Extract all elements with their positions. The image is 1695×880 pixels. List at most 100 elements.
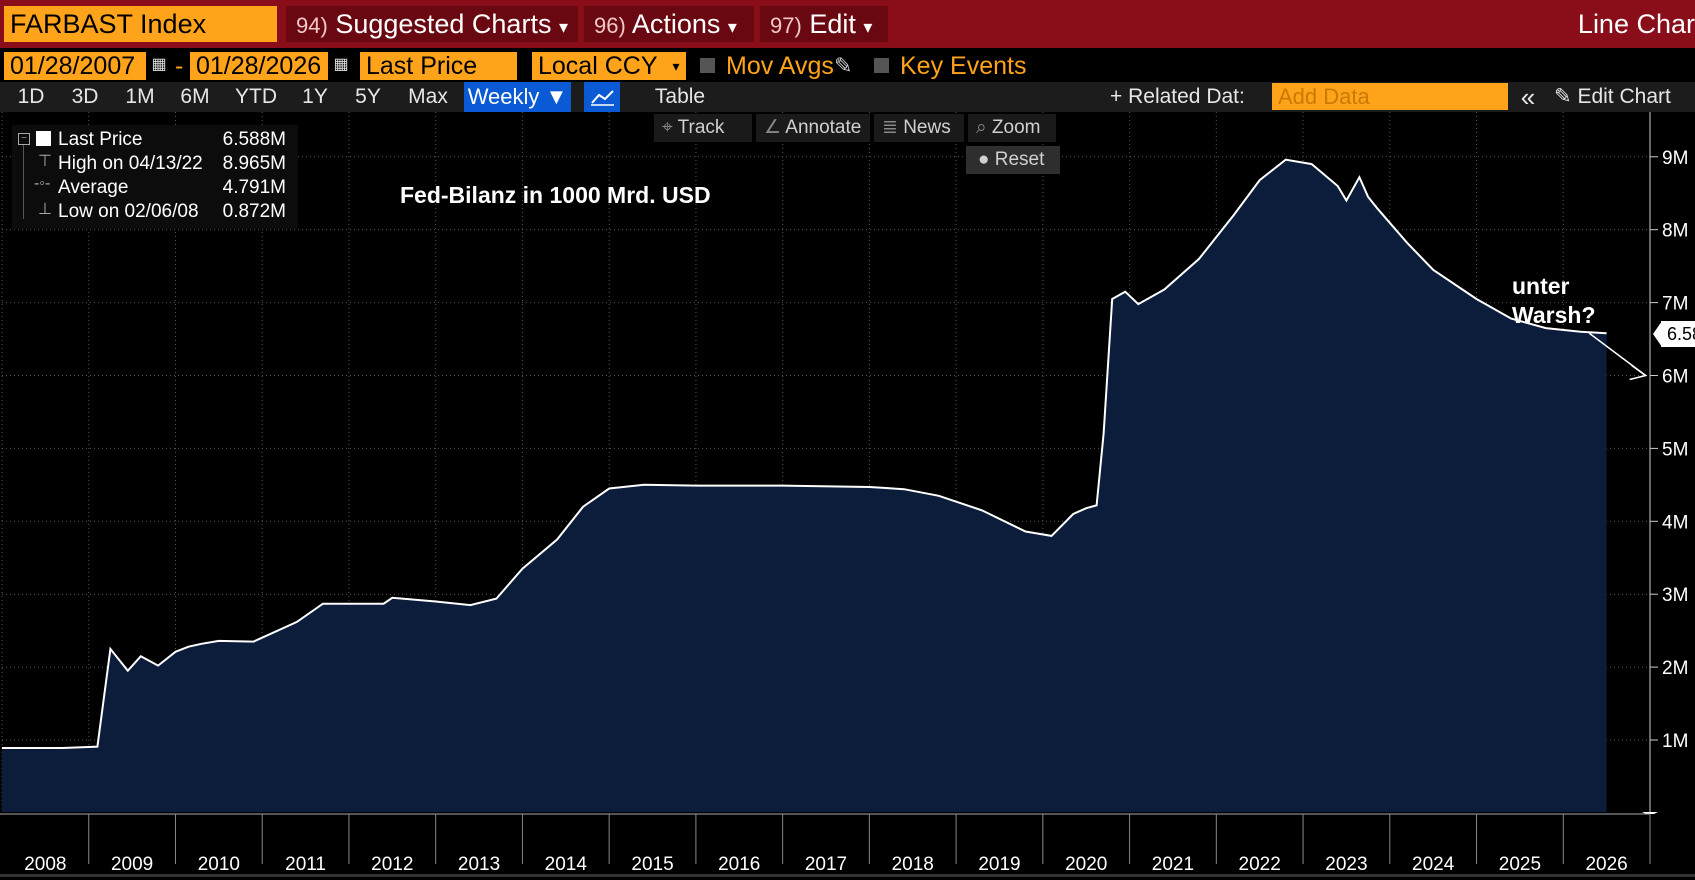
y-tick-label: 3M <box>1662 585 1688 606</box>
period-6m-button[interactable]: 6M <box>180 85 210 108</box>
legend-last-value: 6.588M <box>222 129 286 150</box>
high-marker-icon: ⊤ <box>38 153 52 170</box>
period-1d-button[interactable]: 1D <box>17 85 45 108</box>
menu-label: Suggested Charts <box>335 9 552 39</box>
price-field-select[interactable]: Last Price <box>360 52 517 80</box>
x-tick-label: 2017 <box>805 854 847 874</box>
news-icon: ≣ <box>882 117 898 138</box>
edit-chart-button[interactable]: ✎ Edit Chart <box>1554 82 1694 112</box>
x-tick-label: 2016 <box>718 854 760 874</box>
actions-menu[interactable]: 96) Actions ▾ <box>584 6 754 42</box>
period-3d-button[interactable]: 3D <box>71 85 99 108</box>
date-range-dash: - <box>175 52 184 80</box>
legend-high-label: High on 04/13/22 <box>58 153 203 174</box>
y-tick-label: 7M <box>1662 294 1688 315</box>
chart-type-label: Line Char <box>1577 9 1695 39</box>
news-label: News <box>903 117 951 138</box>
legend-last-label: Last Price <box>58 129 143 150</box>
x-tick-label: 2010 <box>198 854 240 874</box>
x-axis-band <box>0 814 1695 874</box>
period-max-button[interactable]: Max <box>408 85 448 108</box>
x-tick-label: 2015 <box>631 854 673 874</box>
x-tick-label: 2024 <box>1412 854 1455 874</box>
zoom-label: Zoom <box>991 117 1041 138</box>
x-tick-label: 2021 <box>1152 854 1194 874</box>
series-area-fill <box>2 159 1607 812</box>
y-tick-label: 4M <box>1662 512 1688 533</box>
menu-label: Edit <box>809 9 856 39</box>
reset-icon: ● <box>978 149 990 170</box>
period-ytd-button[interactable]: YTD <box>235 85 277 108</box>
add-data-input[interactable]: Add Data <box>1272 83 1508 110</box>
y-tick-label: 5M <box>1662 439 1688 460</box>
legend-average-value: 4.791M <box>222 177 286 198</box>
calendar-icon[interactable]: ▦ <box>333 56 349 73</box>
y-tick-label: 1M <box>1662 731 1688 752</box>
collapse-box-icon[interactable]: − <box>18 133 30 145</box>
x-tick-label: 2019 <box>978 854 1020 874</box>
annotate-icon: ∠ <box>764 117 782 138</box>
x-tick-label: 2025 <box>1499 854 1541 874</box>
suggested-charts-menu[interactable]: 94) Suggested Charts ▾ <box>286 6 578 42</box>
start-date-field[interactable]: 01/28/2007 <box>4 52 146 80</box>
x-tick-label: 2026 <box>1585 854 1627 874</box>
pencil-icon[interactable]: ✎ <box>834 53 853 78</box>
annotate-label: Annotate <box>785 117 862 138</box>
mov-avgs-checkbox[interactable] <box>700 58 715 73</box>
tree-connector <box>23 145 24 219</box>
last-value-label: 6.58 <box>1661 321 1695 347</box>
mov-avgs-label: Mov Avgs <box>726 52 834 80</box>
x-tick-label: 2020 <box>1065 854 1107 874</box>
table-button[interactable]: Table <box>654 85 706 108</box>
x-tick-label: 2012 <box>371 854 413 874</box>
low-marker-icon: ⊥ <box>38 201 52 218</box>
key-events-checkbox[interactable] <box>874 58 889 73</box>
y-tick-label: 8M <box>1662 221 1688 242</box>
legend-low-label: Low on 02/06/08 <box>58 201 199 222</box>
annotate-tool[interactable]: ∠ Annotate <box>756 114 870 142</box>
reset-label: Reset <box>994 149 1045 170</box>
line-chart-glyph <box>591 90 614 106</box>
legend-average-label: Average <box>58 177 129 198</box>
track-tool[interactable]: ⌖ Track <box>654 114 752 142</box>
chart-title: Fed-Bilanz in 1000 Mrd. USD <box>400 182 711 208</box>
annotation-line-1: unter <box>1512 273 1570 299</box>
end-date-field[interactable]: 01/28/2026 <box>190 52 328 80</box>
edit-menu[interactable]: 97) Edit ▾ <box>760 6 888 42</box>
legend-high-value: 8.965M <box>222 153 286 174</box>
last-value-pointer <box>1653 321 1662 347</box>
chart-area[interactable]: 1M 2M 3M 4M 5M 6M 7M 8M 9M 2008 2009 2010 2011 2012 20… <box>0 112 1695 874</box>
calendar-icon[interactable]: ▦ <box>151 56 167 73</box>
ticker-field[interactable]: FARBAST Index <box>4 6 277 42</box>
chevron-down-icon[interactable]: ▾ <box>666 52 686 80</box>
y-tick-label: 9M <box>1662 148 1688 169</box>
menu-number: 96) <box>594 13 626 38</box>
magnifier-icon: ⌕ <box>976 117 987 138</box>
edit-chart-label: Edit Chart <box>1577 85 1671 108</box>
menu-number: 97) <box>770 13 802 38</box>
last-price-swatch[interactable] <box>36 131 51 146</box>
collapse-icon[interactable]: « <box>1520 82 1536 112</box>
track-label: Track <box>677 117 725 138</box>
currency-select[interactable]: Local CCY <box>532 52 666 80</box>
period-1y-button[interactable]: 1Y <box>302 85 328 108</box>
related-data-button[interactable]: + Related Dat: <box>1110 85 1245 108</box>
chart-annotation: unter Warsh? <box>1512 272 1596 330</box>
series-line <box>2 158 1607 749</box>
news-tool[interactable]: ≣ News <box>874 114 964 142</box>
period-5y-button[interactable]: 5Y <box>355 85 381 108</box>
line-chart-icon[interactable] <box>584 82 620 112</box>
annotation-line-2: Warsh? <box>1512 302 1596 328</box>
average-marker-icon: -◦- <box>34 175 51 192</box>
zoom-tool[interactable]: ⌕ Zoom <box>968 114 1056 142</box>
key-events-label: Key Events <box>900 52 1027 80</box>
x-tick-label: 2023 <box>1325 854 1367 874</box>
x-tick-label: 2008 <box>24 854 66 874</box>
period-1m-button[interactable]: 1M <box>125 85 155 108</box>
frequency-select[interactable]: Weekly ▼ <box>464 82 571 112</box>
reset-button[interactable]: ● Reset <box>966 146 1060 174</box>
forecast-arrow-head <box>1629 364 1648 381</box>
pencil-icon: ✎ <box>1554 85 1572 108</box>
x-tick-label: 2014 <box>545 854 588 874</box>
x-tick-label: 2022 <box>1239 854 1281 874</box>
